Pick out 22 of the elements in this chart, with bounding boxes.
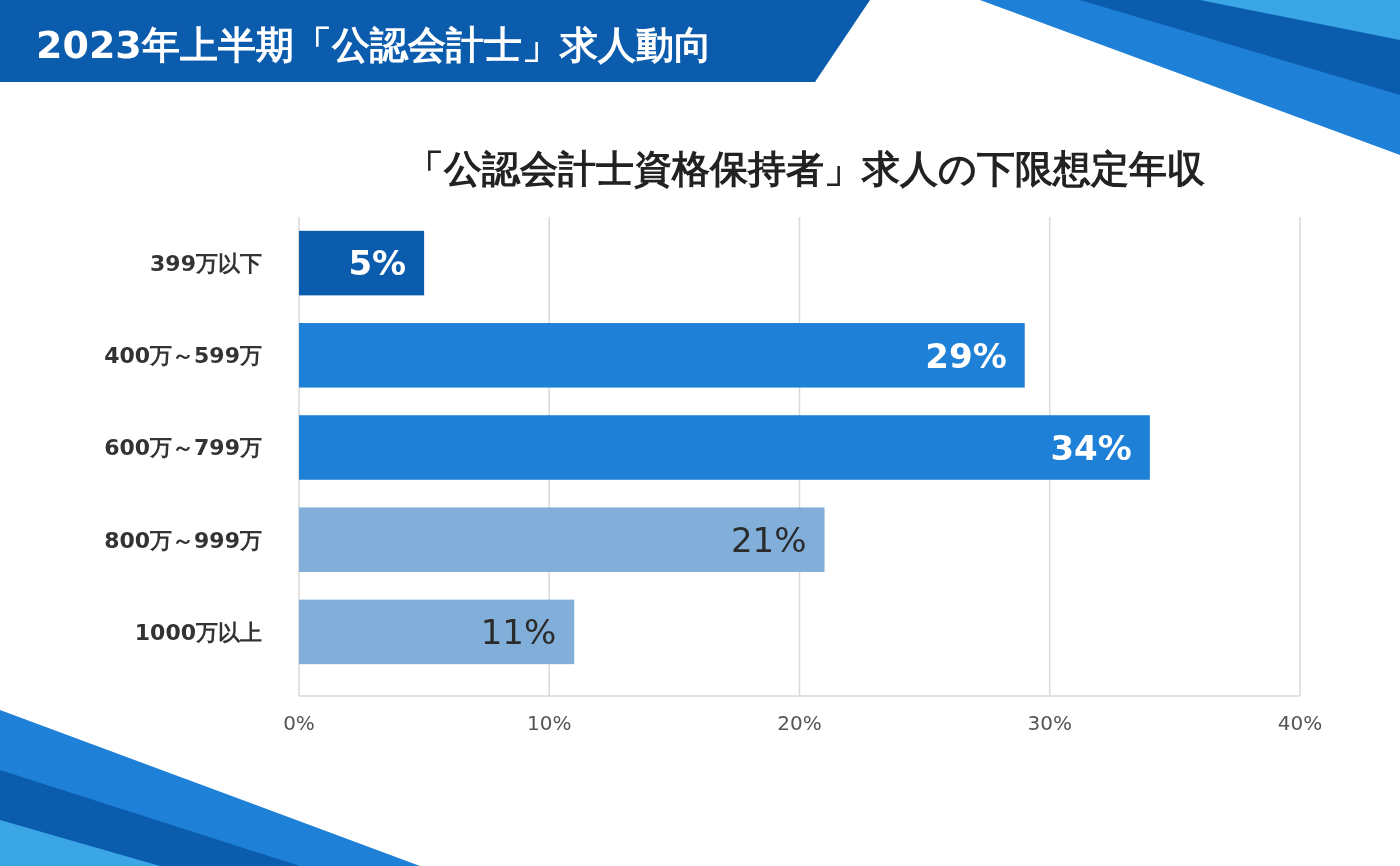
chart-title: 2023年上半期「公認会計士」求人動向 xyxy=(36,23,712,67)
y-tick-label: 399万以下 xyxy=(150,251,262,277)
chart-subtitle: 「公認会計士資格保持者」求人の下限想定年収 xyxy=(405,147,1205,191)
y-tick-label: 600万～799万 xyxy=(104,435,262,461)
y-tick-label: 800万～999万 xyxy=(104,527,262,553)
x-tick-label: 0% xyxy=(283,711,315,735)
bar xyxy=(299,599,575,665)
bar xyxy=(299,507,825,572)
data-label: 5% xyxy=(348,243,407,284)
data-label: 21% xyxy=(730,519,807,560)
bar xyxy=(299,323,1025,388)
x-tick-label: 40% xyxy=(1277,711,1323,735)
data-label: 11% xyxy=(480,612,557,653)
x-tick-label: 20% xyxy=(777,711,822,735)
data-label: 34% xyxy=(1050,427,1132,468)
data-label: 29% xyxy=(925,335,1007,376)
y-tick-label: 1000万以上 xyxy=(134,619,262,645)
bar xyxy=(299,415,1150,480)
x-tick-label: 10% xyxy=(527,711,572,735)
y-tick-label: 400万～599万 xyxy=(104,343,262,369)
x-tick-label: 30% xyxy=(1027,711,1072,735)
bar xyxy=(299,230,425,296)
